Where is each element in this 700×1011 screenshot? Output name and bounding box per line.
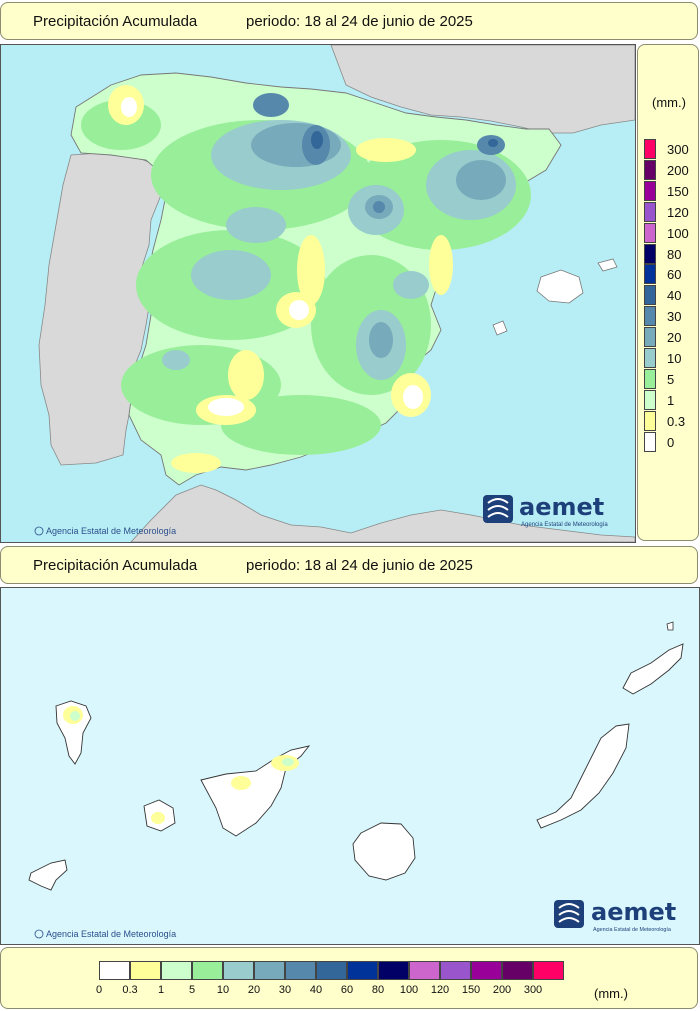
aemet-brand-text: aemet bbox=[591, 898, 676, 926]
graciosa-island bbox=[666, 621, 674, 631]
peninsula-map: Agencia Estatal de Meteorología aemet Ag… bbox=[0, 44, 636, 543]
legend-label: 200 bbox=[492, 984, 512, 996]
peninsula-title-bar: Precipitación Acumulada periodo: 18 al 2… bbox=[0, 2, 698, 40]
legend-label: 200 bbox=[667, 162, 689, 178]
legend-swatch bbox=[644, 222, 656, 243]
canarias-map-canvas bbox=[28, 621, 684, 939]
legend-swatch bbox=[161, 961, 192, 980]
el-hierro-island bbox=[28, 859, 68, 891]
legend-swatch bbox=[644, 410, 656, 431]
legend-label: 150 bbox=[461, 984, 481, 996]
aemet-wordmark-peninsula: aemet Agencia Estatal de Meteorología bbox=[519, 493, 608, 528]
legend-label: 120 bbox=[430, 984, 450, 996]
aemet-logo-canarias bbox=[554, 900, 584, 928]
peninsula-map-canvas bbox=[34, 45, 635, 542]
legend-label: 1 bbox=[667, 392, 675, 408]
legend-swatch bbox=[502, 961, 533, 980]
legend-swatch bbox=[471, 961, 502, 980]
legend-swatch bbox=[644, 201, 656, 222]
aemet-brand-text: aemet bbox=[519, 493, 604, 521]
legend-swatch bbox=[409, 961, 440, 980]
legend-label: 5 bbox=[667, 371, 675, 387]
legend-label: 80 bbox=[667, 246, 682, 262]
legend-swatch bbox=[644, 243, 656, 264]
ibiza-land bbox=[492, 320, 508, 336]
canarias-copyright: Agencia Estatal de Meteorología bbox=[46, 929, 177, 939]
legend-swatch bbox=[223, 961, 254, 980]
africa-land bbox=[130, 484, 635, 542]
lanzarote-island bbox=[622, 643, 684, 695]
aemet-subtitle-text: Agencia Estatal de Meteorología bbox=[521, 522, 608, 528]
legend-label: 0 bbox=[95, 984, 103, 996]
legend-label: 20 bbox=[247, 984, 261, 996]
legend-label: 20 bbox=[667, 330, 682, 346]
legend-label: 10 bbox=[216, 984, 230, 996]
aemet-logo-peninsula bbox=[483, 495, 513, 523]
canarias-title-bar: Precipitación Acumulada periodo: 18 al 2… bbox=[0, 546, 698, 584]
legend-swatch bbox=[644, 139, 656, 159]
legend-swatch bbox=[347, 961, 378, 980]
fuerteventura-island bbox=[536, 723, 630, 829]
legend-label: 300 bbox=[523, 984, 543, 996]
band-40mm bbox=[311, 131, 498, 149]
gran-canaria-island bbox=[352, 822, 416, 881]
canarias-period: periodo: 18 al 24 de junio de 2025 bbox=[246, 557, 473, 574]
legend-label: 120 bbox=[667, 204, 689, 220]
aemet-subtitle-text: Agencia Estatal de Meteorología bbox=[593, 927, 671, 933]
legend-swatch bbox=[99, 961, 130, 980]
horizontal-legend: 0 0.3 1 5 10 20 30 40 60 80 100 120 150 200 300 (mm.) bbox=[0, 947, 698, 1009]
legend-swatch bbox=[440, 961, 471, 980]
legend-label: 100 bbox=[667, 225, 689, 241]
legend-swatch bbox=[644, 348, 656, 368]
legend-swatch bbox=[644, 368, 656, 389]
france-land bbox=[330, 45, 635, 134]
legend-swatch bbox=[254, 961, 285, 980]
legend-swatch bbox=[378, 961, 409, 980]
legend-label: 1 bbox=[157, 984, 165, 996]
legend-label: 0 bbox=[667, 434, 675, 450]
legend-swatch bbox=[644, 264, 656, 285]
menorca-land bbox=[597, 258, 618, 272]
mallorca-land bbox=[536, 269, 584, 304]
legend-label: 60 bbox=[340, 984, 354, 996]
copyright-icon bbox=[34, 526, 44, 536]
canarias-map: Agencia Estatal de Meteorología aemet Ag… bbox=[0, 587, 700, 945]
horizontal-legend-unit: (mm.) bbox=[594, 986, 628, 1001]
legend-swatch bbox=[316, 961, 347, 980]
copyright-icon bbox=[34, 929, 44, 939]
legend-unit: (mm.) bbox=[652, 95, 686, 110]
peninsula-period: periodo: 18 al 24 de junio de 2025 bbox=[246, 13, 473, 30]
legend-label: 5 bbox=[188, 984, 196, 996]
peninsula-title: Precipitación Acumulada bbox=[33, 13, 198, 30]
legend-swatch bbox=[533, 961, 564, 980]
legend-label: 150 bbox=[667, 183, 689, 199]
legend-label: 0.3 bbox=[667, 413, 686, 429]
legend-label: 100 bbox=[399, 984, 419, 996]
peninsula-copyright: Agencia Estatal de Meteorología bbox=[46, 526, 177, 536]
band-0mm bbox=[121, 97, 423, 416]
legend-label: 40 bbox=[309, 984, 323, 996]
legend-swatch bbox=[192, 961, 223, 980]
legend-label: 30 bbox=[278, 984, 292, 996]
legend-swatch bbox=[644, 327, 656, 348]
legend-swatch bbox=[644, 306, 656, 327]
aemet-wordmark-canarias: aemet Agencia Estatal de Meteorología bbox=[591, 898, 676, 933]
legend-label: 60 bbox=[667, 267, 682, 283]
legend-swatch bbox=[644, 389, 656, 410]
legend-swatch bbox=[644, 180, 656, 201]
legend-swatch bbox=[644, 431, 656, 452]
legend-swatch bbox=[644, 159, 656, 180]
legend-label: 10 bbox=[667, 351, 682, 366]
vertical-legend: (mm.) 300 200 150 120 100 80 60 40 30 20 10 5 1 0.3 0 bbox=[637, 44, 699, 541]
legend-label: 0.3 bbox=[122, 984, 138, 996]
legend-label: 40 bbox=[667, 288, 682, 304]
legend-swatch bbox=[130, 961, 161, 980]
canarias-title: Precipitación Acumulada bbox=[33, 557, 198, 574]
legend-swatch bbox=[644, 285, 656, 306]
legend-label: 300 bbox=[667, 142, 689, 157]
legend-swatch bbox=[285, 961, 316, 980]
legend-label: 80 bbox=[371, 984, 385, 996]
legend-label: 30 bbox=[667, 309, 682, 325]
